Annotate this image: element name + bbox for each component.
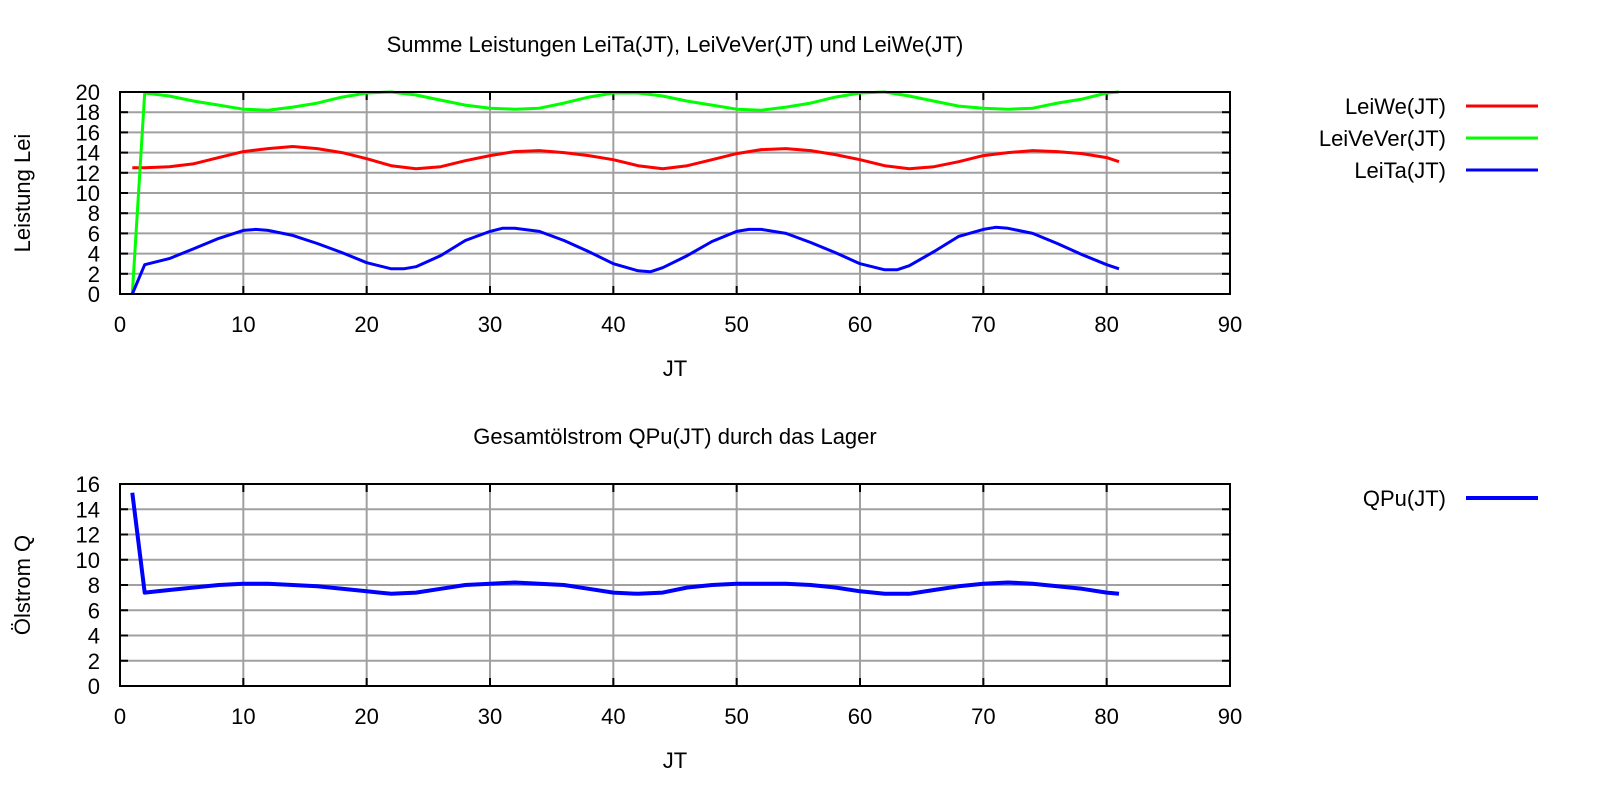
x-tick-label: 50 (724, 704, 748, 729)
y-tick-label: 2 (88, 649, 100, 674)
y-tick-label: 12 (76, 523, 100, 548)
x-tick-label: 10 (231, 704, 255, 729)
y-axis-label: Leistung Lei (10, 134, 35, 253)
x-tick-label: 0 (114, 704, 126, 729)
x-tick-label: 30 (478, 312, 502, 337)
x-tick-label: 80 (1094, 312, 1118, 337)
x-tick-label: 70 (971, 704, 995, 729)
y-tick-label: 0 (88, 282, 100, 307)
chart-title: Summe Leistungen LeiTa(JT), LeiVeVer(JT)… (387, 32, 964, 57)
series-line-leita-jt (130, 225, 1120, 295)
y-tick-label: 14 (76, 141, 100, 166)
legend-label: LeiVeVer(JT) (1319, 126, 1446, 151)
y-tick-label: 8 (88, 201, 100, 226)
x-tick-label: 30 (478, 704, 502, 729)
x-tick-label: 10 (231, 312, 255, 337)
plot-frame (119, 91, 1231, 295)
y-tick-label: 4 (88, 624, 100, 649)
x-tick-label: 70 (971, 312, 995, 337)
legend-label: QPu(JT) (1363, 486, 1446, 511)
y-tick-label: 2 (88, 262, 100, 287)
y-tick-label: 6 (88, 598, 100, 623)
x-axis-label: JT (663, 356, 687, 381)
x-tick-label: 40 (601, 312, 625, 337)
x-tick-label: 60 (848, 704, 872, 729)
y-tick-label: 8 (88, 573, 100, 598)
legend-label: LeiTa(JT) (1354, 158, 1446, 183)
x-tick-label: 90 (1218, 312, 1242, 337)
y-tick-label: 12 (76, 161, 100, 186)
chart-2: Gesamtölstrom QPu(JT) durch das Lager 0 10… (10, 424, 1538, 773)
y-tick-label: 6 (88, 221, 100, 246)
series-line-qpu-jt (130, 492, 1120, 596)
series-line-leiwe-jt (132, 145, 1120, 171)
legend-label: LeiWe(JT) (1345, 94, 1446, 119)
x-tick-label: 80 (1094, 704, 1118, 729)
x-tick-label: 20 (354, 312, 378, 337)
chart-title: Gesamtölstrom QPu(JT) durch das Lager (473, 424, 876, 449)
y-tick-label: 14 (76, 497, 100, 522)
y-tick-label: 18 (76, 100, 100, 125)
x-tick-label: 90 (1218, 704, 1242, 729)
y-axis-label: Ölstrom Q (10, 535, 35, 635)
x-tick-label: 50 (724, 312, 748, 337)
y-tick-label: 10 (76, 548, 100, 573)
x-axis-label: JT (663, 748, 687, 773)
y-tick-label: 4 (88, 242, 100, 267)
y-tick-label: 10 (76, 181, 100, 206)
y-tick-label: 16 (76, 472, 100, 497)
x-tick-label: 20 (354, 704, 378, 729)
chart-1: Summe Leistungen LeiTa(JT), LeiVeVer(JT)… (10, 32, 1538, 381)
x-tick-label: 40 (601, 704, 625, 729)
y-tick-label: 20 (76, 80, 100, 105)
y-tick-label: 0 (88, 674, 100, 699)
plot-frame (119, 483, 1231, 687)
x-tick-label: 0 (114, 312, 126, 337)
y-tick-label: 16 (76, 120, 100, 145)
x-tick-label: 60 (848, 312, 872, 337)
